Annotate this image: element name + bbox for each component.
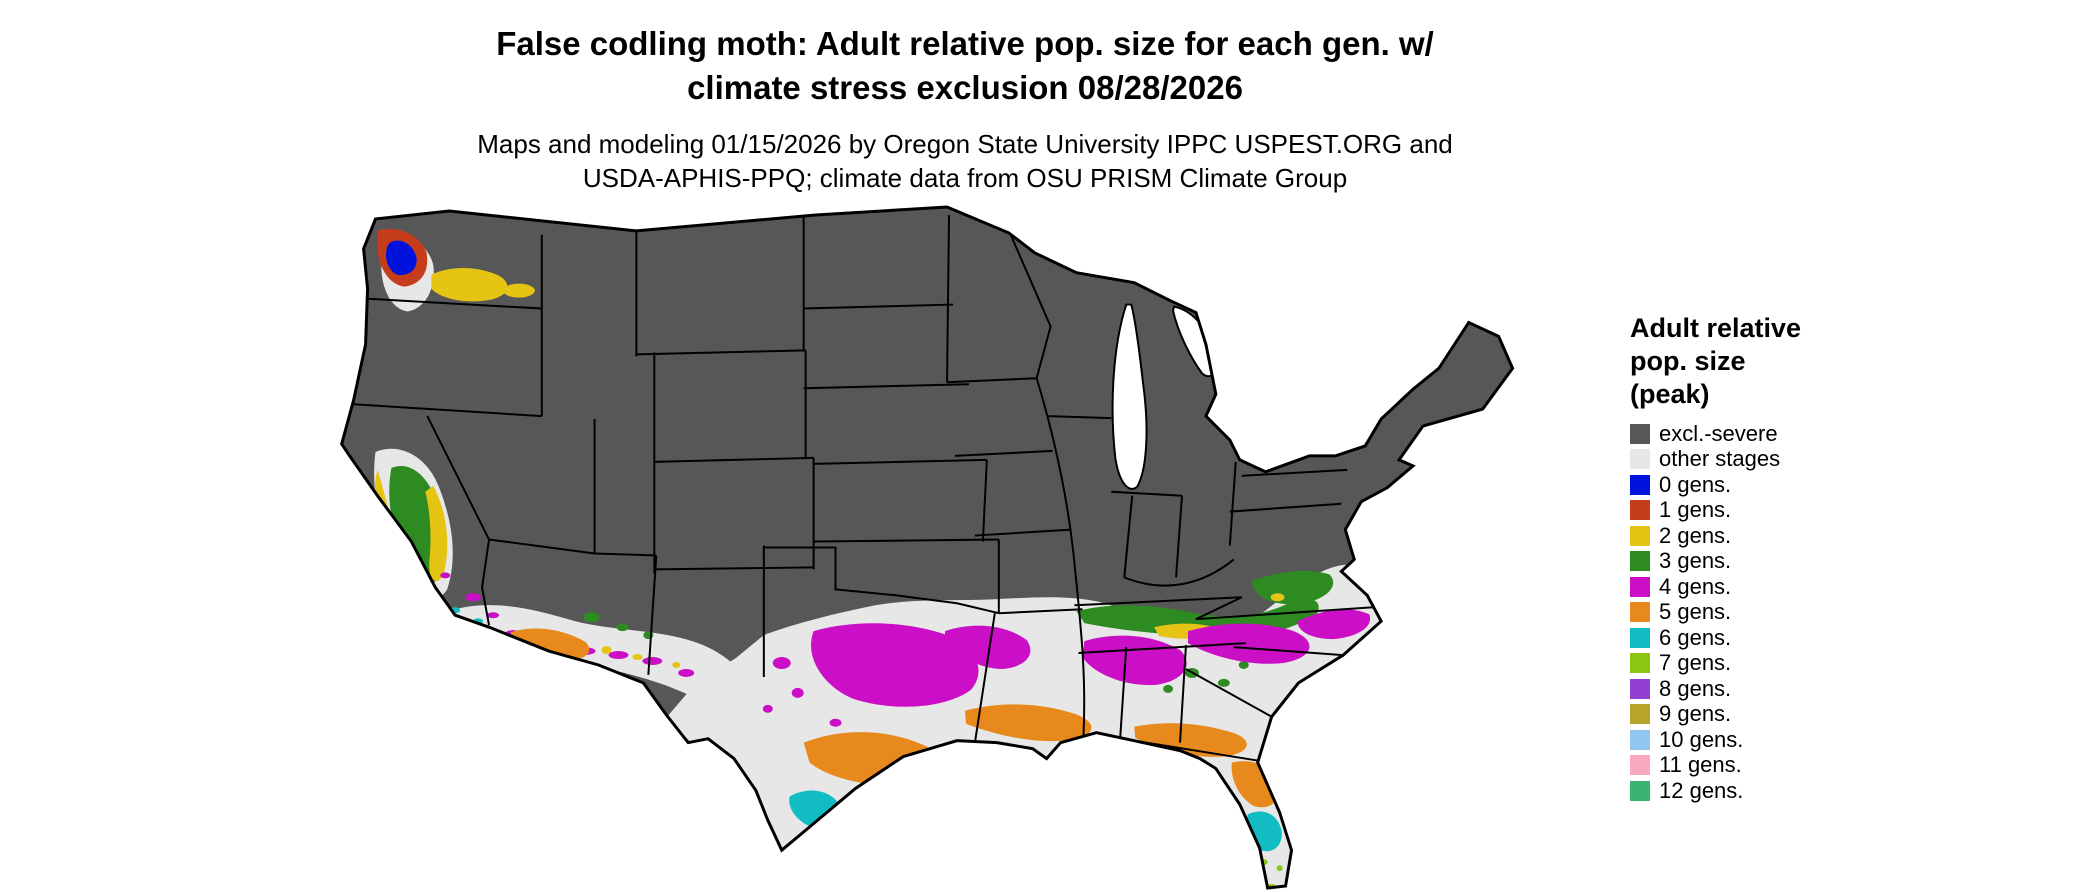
state-borders [351,212,1374,762]
legend-swatch [1630,627,1650,648]
map-subtitle: Maps and modeling 01/15/2026 by Oregon S… [0,127,1930,196]
legend-item-5-gens: 5 gens. [1630,599,1920,625]
legend-item-label: 5 gens. [1659,599,1732,625]
map-region-4-gens [440,572,1371,727]
legend-swatch [1630,704,1650,725]
legend-swatch [1630,474,1650,495]
legend-swatch [1630,729,1650,750]
legend-item-label: 10 gens. [1659,726,1744,752]
legend-item-12-gens: 12 gens. [1630,778,1920,804]
legend-item-label: 6 gens. [1659,624,1732,650]
legend-item-label: 4 gens. [1659,573,1732,599]
legend-swatch [1630,500,1650,521]
legend-item-label: 1 gens. [1659,497,1732,523]
legend-item-excl-severe: excl.-severe [1630,421,1920,447]
legend: Adult relative pop. size (peak) excl.-se… [1630,312,1920,803]
legend-title-line-3: (peak) [1630,378,1710,409]
legend-item-label: 0 gens. [1659,471,1732,497]
legend-swatch [1630,678,1650,699]
legend-items: excl.-severe other stages 0 gens. 1 gens… [1630,421,1920,804]
legend-item-label: other stages [1659,446,1781,472]
legend-item-label: 11 gens. [1659,752,1742,778]
page-title-line-2: climate stress exclusion 08/28/2026 [687,68,1243,106]
page-title-line-1: False codling moth: Adult relative pop. … [496,25,1434,62]
legend-item-1-gens: 1 gens. [1630,497,1920,523]
great-lakes [1111,303,1216,490]
header: False codling moth: Adult relative pop. … [0,22,1930,196]
legend-swatch [1630,576,1650,597]
legend-title-line-2: pop. size [1630,345,1746,376]
map-region-excl-severe [341,206,1513,889]
legend-item-10-gens: 10 gens. [1630,727,1920,753]
subtitle-line-2: USDA-APHIS-PPQ; climate data from OSU PR… [582,163,1348,194]
legend-item-label: 9 gens. [1659,701,1732,727]
legend-item-7-gens: 7 gens. [1630,650,1920,676]
legend-item-label: 8 gens. [1659,675,1732,701]
legend-swatch [1630,755,1650,776]
legend-swatch [1630,602,1650,623]
legend-item-3-gens: 3 gens. [1630,548,1920,574]
legend-item-4-gens: 4 gens. [1630,574,1920,600]
legend-item-6-gens: 6 gens. [1630,625,1920,651]
map-region-0-gens [386,240,417,276]
legend-item-2-gens: 2 gens. [1630,523,1920,549]
legend-item-11-gens: 11 gens. [1630,752,1920,778]
legend-item-0-gens: 0 gens. [1630,472,1920,498]
legend-swatch [1630,653,1650,674]
legend-item-label: 2 gens. [1659,522,1732,548]
legend-title-line-1: Adult relative [1630,313,1802,343]
legend-item-label: 7 gens. [1659,650,1732,676]
legend-swatch [1630,525,1650,546]
legend-swatch [1630,551,1650,572]
legend-item-label: 12 gens. [1659,777,1744,803]
legend-item-other-stages: other stages [1630,446,1920,472]
subtitle-line-1: Maps and modeling 01/15/2026 by Oregon S… [477,129,1453,160]
us-outline [340,205,1515,890]
legend-item-8-gens: 8 gens. [1630,676,1920,702]
us-map [340,205,1515,890]
lake-michigan [1111,303,1148,490]
legend-swatch [1630,423,1650,444]
legend-item-label: 3 gens. [1659,548,1732,574]
legend-swatch [1630,449,1650,470]
legend-item-9-gens: 9 gens. [1630,701,1920,727]
legend-swatch [1630,780,1650,801]
lake-michigan-huron [1111,303,1216,490]
us-map-container [335,205,1575,892]
legend-item-label: excl.-severe [1659,420,1778,446]
